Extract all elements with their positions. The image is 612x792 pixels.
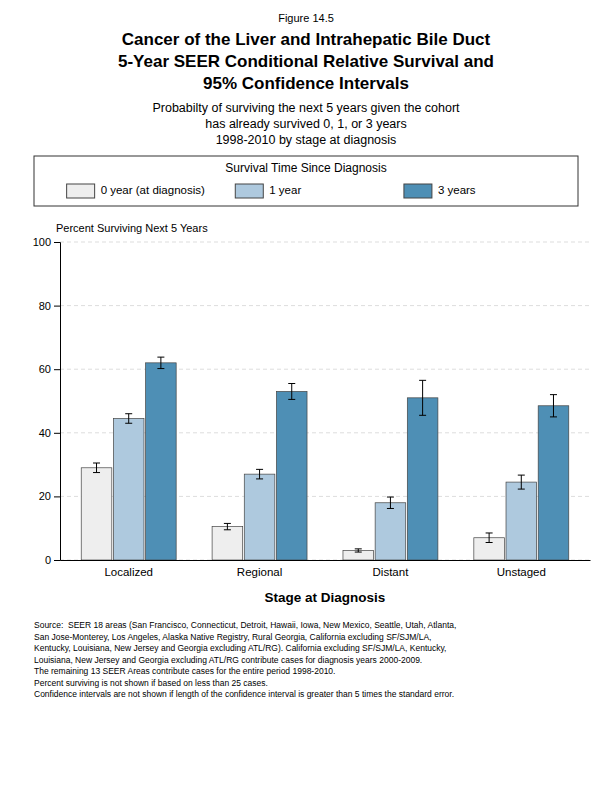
footnote-line: Confidence intervals are not shown if le… — [34, 689, 454, 699]
tick-label: 80 — [39, 300, 51, 312]
subtitle: has already survived 0, 1, or 3 years — [205, 117, 407, 131]
tick: 0 — [45, 554, 60, 566]
x-axis-label: Stage at Diagnosis — [265, 590, 386, 605]
legend-item: 3 years — [404, 184, 476, 198]
bar — [244, 474, 275, 560]
tick: 40 — [39, 427, 60, 439]
legend-swatch — [235, 184, 263, 198]
legend-label: 1 year — [269, 184, 301, 196]
footnote-line: Percent surviving is not shown if based … — [34, 678, 268, 688]
subtitle: 1998-2010 by stage at diagnosis — [216, 133, 397, 147]
legend-box — [34, 156, 578, 206]
grid — [60, 242, 590, 560]
legend-swatch — [404, 184, 432, 198]
error-bar — [355, 549, 362, 552]
tick: Localized — [104, 566, 153, 578]
grid-line — [60, 242, 590, 243]
error-bar — [93, 463, 100, 473]
bar — [375, 503, 406, 560]
error-bar — [387, 497, 394, 508]
tick-label: 60 — [39, 363, 51, 375]
title: 95% Confidence Intervals — [203, 74, 409, 93]
error-bar — [288, 384, 295, 400]
tick: Regional — [237, 566, 282, 578]
tick-label: 40 — [39, 427, 51, 439]
tick: Distant — [373, 566, 410, 578]
series — [113, 414, 536, 560]
tick-mark — [54, 433, 60, 434]
tick-mark — [54, 369, 60, 370]
tick-mark — [54, 242, 60, 243]
tick-label: Regional — [237, 566, 282, 578]
footnote-line: San Jose-Monterey, Los Angeles, Alaska N… — [34, 632, 431, 642]
tick: 80 — [39, 300, 60, 312]
tick-label: Localized — [104, 566, 153, 578]
legend-swatch — [67, 184, 95, 198]
title: Cancer of the Liver and Intrahepatic Bil… — [122, 30, 491, 49]
bar — [81, 468, 112, 560]
legend-item: 0 year (at diagnosis) — [67, 184, 205, 198]
footnote: Source: SEER 18 areas (San Francisco, Co… — [34, 620, 456, 699]
tick: 20 — [39, 490, 60, 502]
error-bar — [419, 380, 426, 415]
error-bar — [157, 357, 164, 368]
tick-label: 20 — [39, 490, 51, 502]
bar — [538, 406, 569, 560]
footnote-line: Kentucky, Louisiana, New Jersey and Geor… — [34, 643, 446, 653]
series — [146, 357, 569, 560]
error-bar — [518, 475, 525, 489]
grid-line — [60, 305, 590, 306]
y-axis: 0 20 40 60 80 100 — [33, 236, 61, 566]
tick-label: Distant — [373, 566, 410, 578]
chart: Figure 14.5 Cancer of the Liver and Intra… — [0, 0, 612, 792]
bar — [407, 398, 438, 560]
axis-line — [61, 560, 591, 561]
error-bar — [256, 469, 263, 479]
error-bar — [486, 533, 493, 543]
bar — [212, 527, 243, 560]
title: 5-Year SEER Conditional Relative Surviva… — [118, 52, 494, 71]
legend: Survival Time Since Diagnosis 0 year (at … — [34, 156, 578, 206]
y-axis-label: Percent Surviving Next 5 Years — [56, 222, 208, 234]
plot-area — [81, 357, 569, 560]
tick-label: 0 — [45, 554, 51, 566]
tick: 60 — [39, 363, 60, 375]
error-bar — [550, 395, 557, 417]
tick-label: 100 — [33, 236, 51, 248]
tick: Unstaged — [497, 566, 546, 578]
tick-mark — [54, 306, 60, 307]
figure-label: Figure 14.5 — [278, 12, 334, 24]
legend-label: 0 year (at diagnosis) — [101, 184, 205, 196]
tick-mark — [54, 496, 60, 497]
error-bar — [224, 523, 231, 529]
bar — [276, 391, 307, 560]
x-axis: Localized Regional Distant Unstaged — [61, 561, 591, 579]
bar — [506, 482, 537, 560]
grid-line — [60, 369, 590, 370]
legend-title: Survival Time Since Diagnosis — [225, 161, 386, 175]
tick: 100 — [33, 236, 60, 248]
footnote-line: Louisiana, New Jersey and Georgia exclud… — [34, 655, 422, 665]
legend-label: 3 years — [438, 184, 476, 196]
error-bar — [125, 414, 132, 424]
tick-label: Unstaged — [497, 566, 546, 578]
axis-line — [54, 243, 61, 561]
footnote-line: The remaining 13 SEER Areas contribute c… — [34, 666, 335, 676]
tick-mark — [54, 560, 60, 561]
subtitle: Probabilty of surviving the next 5 years… — [152, 101, 460, 115]
footnote-line: Source: SEER 18 areas (San Francisco, Co… — [34, 620, 456, 630]
bar — [146, 363, 177, 560]
bar — [113, 418, 144, 560]
legend-item: 1 year — [235, 184, 301, 198]
